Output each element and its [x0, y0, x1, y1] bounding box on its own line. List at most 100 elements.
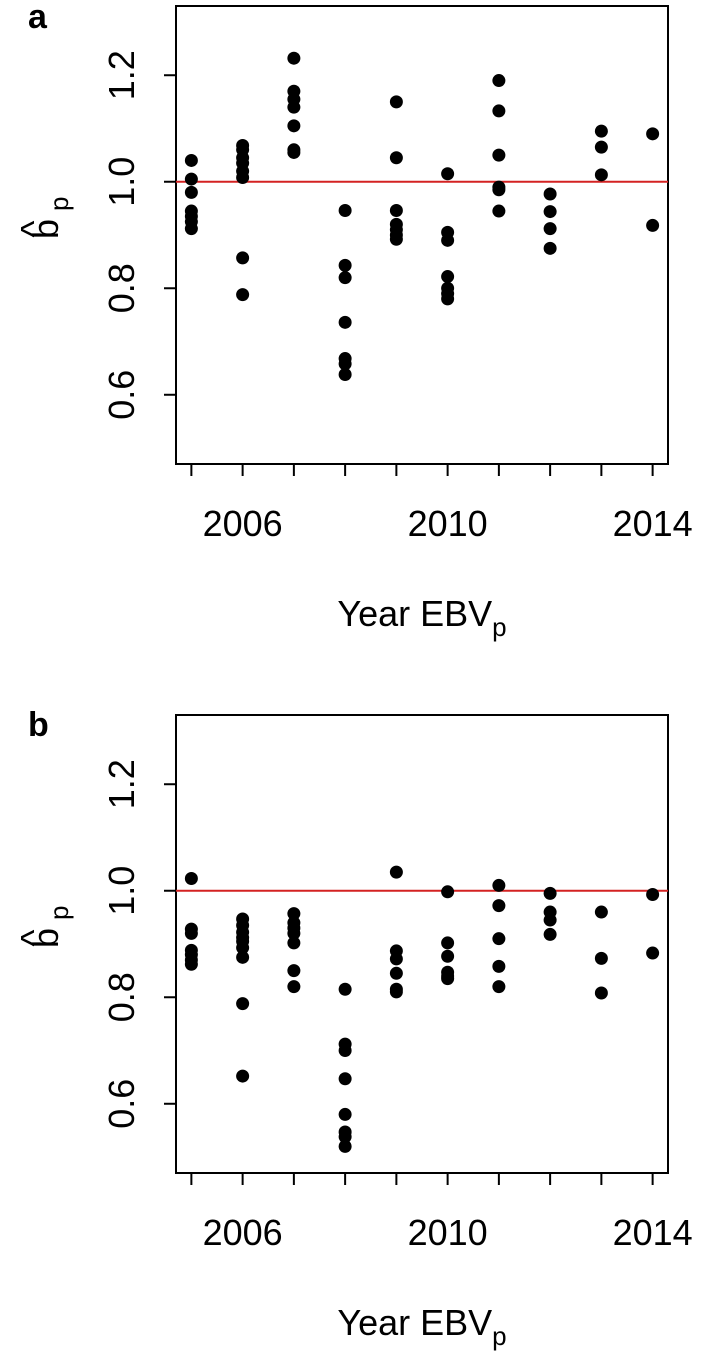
data-point: [594, 140, 608, 154]
data-point: [543, 241, 557, 255]
data-point: [492, 148, 506, 162]
data-point: [492, 74, 506, 88]
data-point: [492, 959, 506, 973]
y-tick-label: 0.8: [101, 972, 142, 1022]
y-tick-label: 0.6: [101, 370, 142, 420]
data-point: [492, 204, 506, 218]
data-point: [236, 170, 250, 184]
data-point: [338, 1072, 352, 1086]
panel-label: b: [28, 706, 49, 744]
data-point: [338, 1107, 352, 1121]
data-point: [492, 183, 506, 197]
panel-label: a: [28, 0, 48, 36]
data-point: [389, 952, 403, 966]
data-point: [441, 936, 455, 950]
y-tick-label: 1.2: [101, 759, 142, 809]
data-point: [389, 151, 403, 165]
data-point: [543, 222, 557, 236]
y-axis-title-hat: ^: [13, 220, 54, 237]
data-point: [287, 980, 301, 994]
data-point: [492, 980, 506, 994]
data-point: [492, 932, 506, 946]
data-point: [441, 270, 455, 284]
data-point: [287, 119, 301, 133]
data-point: [594, 951, 608, 965]
data-point: [441, 292, 455, 306]
y-tick-label: 1.0: [101, 157, 142, 207]
y-tick-label: 1.2: [101, 50, 142, 100]
x-tick-label: 2014: [613, 1212, 693, 1253]
data-point: [338, 368, 352, 382]
data-point: [287, 145, 301, 159]
y-axis-title-subscript: p: [44, 906, 74, 920]
data-point: [389, 966, 403, 980]
data-point: [287, 51, 301, 65]
data-point: [594, 905, 608, 919]
x-axis-title-subscript: p: [492, 1321, 506, 1351]
data-point: [389, 985, 403, 999]
data-point: [594, 986, 608, 1000]
data-point: [236, 288, 250, 302]
data-point: [441, 233, 455, 247]
data-point: [236, 1069, 250, 1083]
data-point: [236, 997, 250, 1011]
y-axis-title-main: b: [25, 219, 66, 239]
y-axis-title-main: b: [25, 928, 66, 948]
data-point: [287, 926, 301, 940]
data-point: [287, 936, 301, 950]
data-point: [184, 153, 198, 167]
data-point: [184, 172, 198, 186]
data-point: [646, 127, 660, 141]
data-point: [389, 204, 403, 218]
data-point: [543, 205, 557, 219]
plot-frame: [175, 5, 669, 465]
data-point: [184, 926, 198, 940]
data-point: [338, 315, 352, 329]
y-axis-title: b^ p: [13, 906, 74, 948]
data-point: [389, 95, 403, 109]
y-tick-label: 0.8: [101, 263, 142, 313]
data-point: [543, 886, 557, 900]
data-point: [338, 1139, 352, 1153]
data-point: [338, 1044, 352, 1058]
data-point: [441, 972, 455, 986]
x-tick-label: 2010: [408, 503, 488, 544]
panel-a: a 2006 2010 2014 0.6 0.8 1.0 1.2 Year EBVp b^ p: [13, 0, 693, 642]
y-tick-label: 1.0: [101, 866, 142, 916]
x-axis-title: Year EBVp: [337, 593, 506, 642]
data-point: [441, 949, 455, 963]
data-point: [338, 982, 352, 996]
data-point: [236, 950, 250, 964]
x-axis-title: Year EBVp: [337, 1302, 506, 1351]
data-point: [594, 124, 608, 138]
data-point: [184, 185, 198, 199]
data-point: [338, 1130, 352, 1144]
data-point: [543, 913, 557, 927]
x-tick-label: 2014: [613, 503, 693, 544]
data-point: [338, 204, 352, 218]
x-tick-label: 2006: [203, 503, 283, 544]
data-point: [543, 187, 557, 201]
data-point: [184, 957, 198, 971]
data-point: [236, 251, 250, 265]
plot-frame: [175, 714, 669, 1174]
data-point: [646, 946, 660, 960]
data-point: [492, 878, 506, 892]
data-point: [338, 357, 352, 371]
data-point: [389, 232, 403, 246]
data-point: [441, 885, 455, 899]
data-point: [184, 871, 198, 885]
data-point: [287, 907, 301, 921]
data-point: [236, 941, 250, 955]
data-point: [338, 258, 352, 272]
data-point: [287, 964, 301, 978]
x-tick-label: 2006: [203, 1212, 283, 1253]
data-point: [184, 222, 198, 236]
data-point: [543, 927, 557, 941]
data-point: [389, 865, 403, 879]
y-axis-title-subscript: p: [44, 197, 74, 211]
x-axis-title-main: Year EBV: [337, 593, 492, 634]
data-point: [594, 168, 608, 182]
data-point: [492, 899, 506, 913]
